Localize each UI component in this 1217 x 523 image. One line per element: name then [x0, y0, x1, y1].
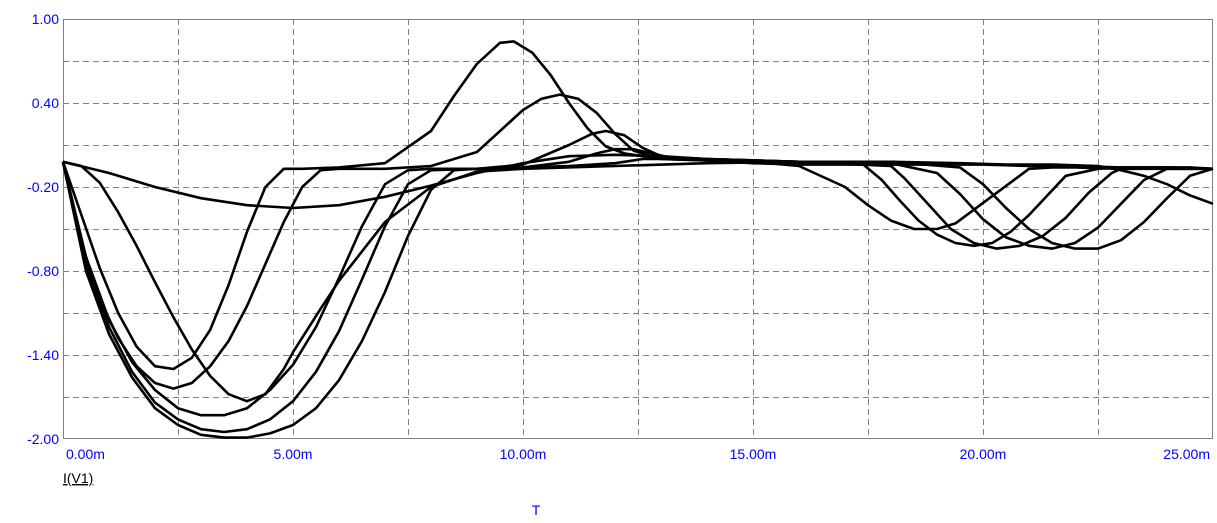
x-axis-label: T — [532, 502, 541, 518]
series-group — [61, 40, 1214, 439]
x-axis-tick-labels: 0.00m 5.00m 10.00m 15.00m 20.00m 25.00m — [66, 446, 1210, 462]
series-line-3 — [61, 129, 1214, 417]
y-tick-label: -0.80 — [27, 263, 59, 279]
x-tick-label: 0.00m — [66, 446, 105, 462]
y-tick-label: -0.20 — [27, 179, 59, 195]
y-tick-label: -2.00 — [27, 431, 59, 447]
series-line-4 — [61, 147, 1213, 434]
x-tick-label: 20.00m — [960, 446, 1007, 462]
series-line-2 — [61, 93, 1214, 390]
grid-lines — [63, 19, 1213, 439]
y-axis-label: I(V1) — [63, 470, 93, 486]
y-axis-tick-labels: 1.00 0.40 -0.20 -0.80 -1.40 -2.00 — [27, 11, 59, 447]
y-tick-label: -1.40 — [27, 347, 59, 363]
x-tick-label: 15.00m — [730, 446, 777, 462]
series-line-7 — [62, 153, 1214, 210]
x-tick-label: 10.00m — [500, 446, 547, 462]
plot-frame — [63, 19, 1213, 439]
y-tick-label: 0.40 — [32, 95, 59, 111]
y-tick-label: 1.00 — [32, 11, 59, 27]
x-tick-label: 25.00m — [1163, 446, 1210, 462]
series-line-5 — [61, 157, 1214, 439]
x-tick-label: 5.00m — [274, 446, 313, 462]
